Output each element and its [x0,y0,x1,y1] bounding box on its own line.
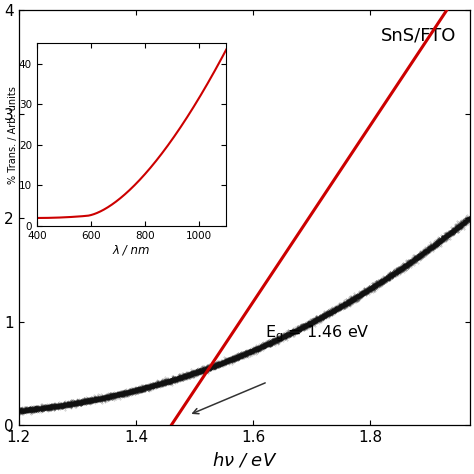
Text: SnS/FTO: SnS/FTO [381,27,456,45]
X-axis label: $h\nu$ / eV: $h\nu$ / eV [211,451,277,470]
Text: E$_\mathregular{g}$ = 1.46 eV: E$_\mathregular{g}$ = 1.46 eV [265,324,370,345]
